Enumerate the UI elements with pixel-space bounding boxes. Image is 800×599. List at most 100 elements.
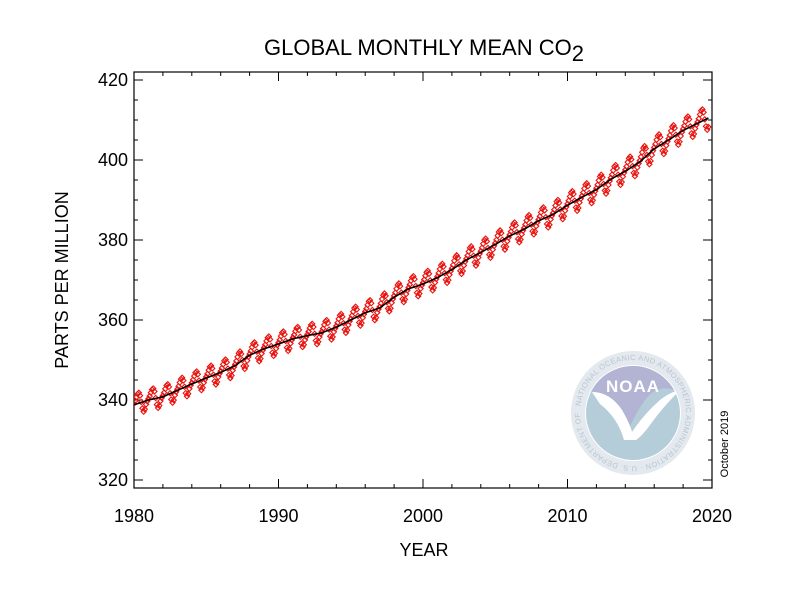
data-point xyxy=(644,158,652,165)
data-point xyxy=(396,282,404,290)
data-point xyxy=(603,187,611,194)
data-point xyxy=(240,362,247,370)
data-point xyxy=(384,305,392,312)
data-point xyxy=(690,130,698,138)
data-point xyxy=(324,319,332,327)
data-point xyxy=(623,163,630,170)
data-point xyxy=(531,228,539,235)
data-point xyxy=(521,221,529,228)
data-point xyxy=(388,299,396,307)
data-point xyxy=(525,211,533,219)
data-point xyxy=(613,164,621,172)
data-point xyxy=(705,123,712,131)
data-point xyxy=(319,325,327,332)
data-point xyxy=(574,204,582,212)
data-point xyxy=(175,382,182,390)
chart-title-subscript: 2 xyxy=(572,41,584,66)
data-point xyxy=(676,138,683,146)
data-point xyxy=(194,370,202,378)
data-point xyxy=(450,257,458,265)
data-point xyxy=(409,272,417,280)
data-point xyxy=(691,125,699,132)
data-point xyxy=(540,204,547,211)
data-point xyxy=(532,222,540,230)
data-point xyxy=(641,142,648,150)
data-point xyxy=(406,281,414,288)
data-point xyxy=(208,364,216,372)
data-point xyxy=(656,133,664,141)
data-point xyxy=(599,173,606,181)
data-point xyxy=(566,193,574,200)
data-point xyxy=(453,251,461,259)
data-point xyxy=(584,182,592,190)
data-point xyxy=(684,113,692,120)
data-point xyxy=(337,310,345,318)
data-point xyxy=(594,181,601,189)
data-point xyxy=(680,122,688,130)
data-point xyxy=(265,333,273,340)
data-point xyxy=(459,267,467,275)
data-point xyxy=(546,221,553,229)
data-point xyxy=(685,116,693,123)
data-point xyxy=(382,292,390,300)
data-point xyxy=(237,350,245,358)
data-point xyxy=(512,222,520,229)
data-point xyxy=(381,290,388,297)
data-point xyxy=(642,145,650,152)
data-point xyxy=(199,384,207,391)
seal-bird xyxy=(592,390,680,440)
data-point xyxy=(352,303,359,311)
data-point xyxy=(523,217,530,224)
data-point xyxy=(207,362,215,369)
data-point xyxy=(438,260,446,268)
data-point xyxy=(700,108,707,116)
data-point xyxy=(266,336,274,343)
data-point xyxy=(552,202,559,209)
data-point xyxy=(135,389,143,397)
data-point xyxy=(296,333,304,341)
data-point xyxy=(424,267,432,275)
data-point xyxy=(619,173,627,180)
data-point xyxy=(295,326,303,334)
data-point xyxy=(695,115,703,123)
data-point xyxy=(165,383,173,391)
data-point xyxy=(482,235,489,242)
data-point xyxy=(638,148,646,156)
data-point xyxy=(666,131,674,139)
data-point xyxy=(526,214,534,222)
y-tick-label: 320 xyxy=(98,470,128,490)
data-point xyxy=(151,388,158,395)
data-point xyxy=(420,276,428,284)
x-tick-label: 2020 xyxy=(692,506,732,526)
data-point xyxy=(294,323,302,331)
data-point xyxy=(677,132,685,140)
data-point xyxy=(311,330,319,338)
x-tick-label: 2000 xyxy=(403,506,443,526)
data-point xyxy=(511,219,518,226)
data-point xyxy=(670,121,677,129)
data-point xyxy=(160,389,168,397)
data-point xyxy=(401,295,409,303)
data-point xyxy=(589,196,597,204)
data-point xyxy=(601,187,609,194)
x-axis-label: YEAR xyxy=(399,540,448,560)
red-monthly-series xyxy=(134,105,712,415)
data-point xyxy=(334,319,341,327)
data-point xyxy=(236,348,244,355)
trend-line xyxy=(134,117,709,406)
data-point xyxy=(222,356,229,363)
data-point xyxy=(467,242,475,250)
data-point xyxy=(456,267,464,275)
data-point xyxy=(329,333,337,341)
data-point xyxy=(141,405,149,413)
data-point xyxy=(136,392,144,399)
data-point xyxy=(565,197,573,204)
data-point xyxy=(218,364,226,372)
data-point xyxy=(223,358,231,366)
data-point xyxy=(554,196,562,204)
data-point xyxy=(387,304,394,312)
y-tick-label: 340 xyxy=(98,390,128,410)
data-point xyxy=(435,269,443,277)
data-point xyxy=(597,171,605,179)
